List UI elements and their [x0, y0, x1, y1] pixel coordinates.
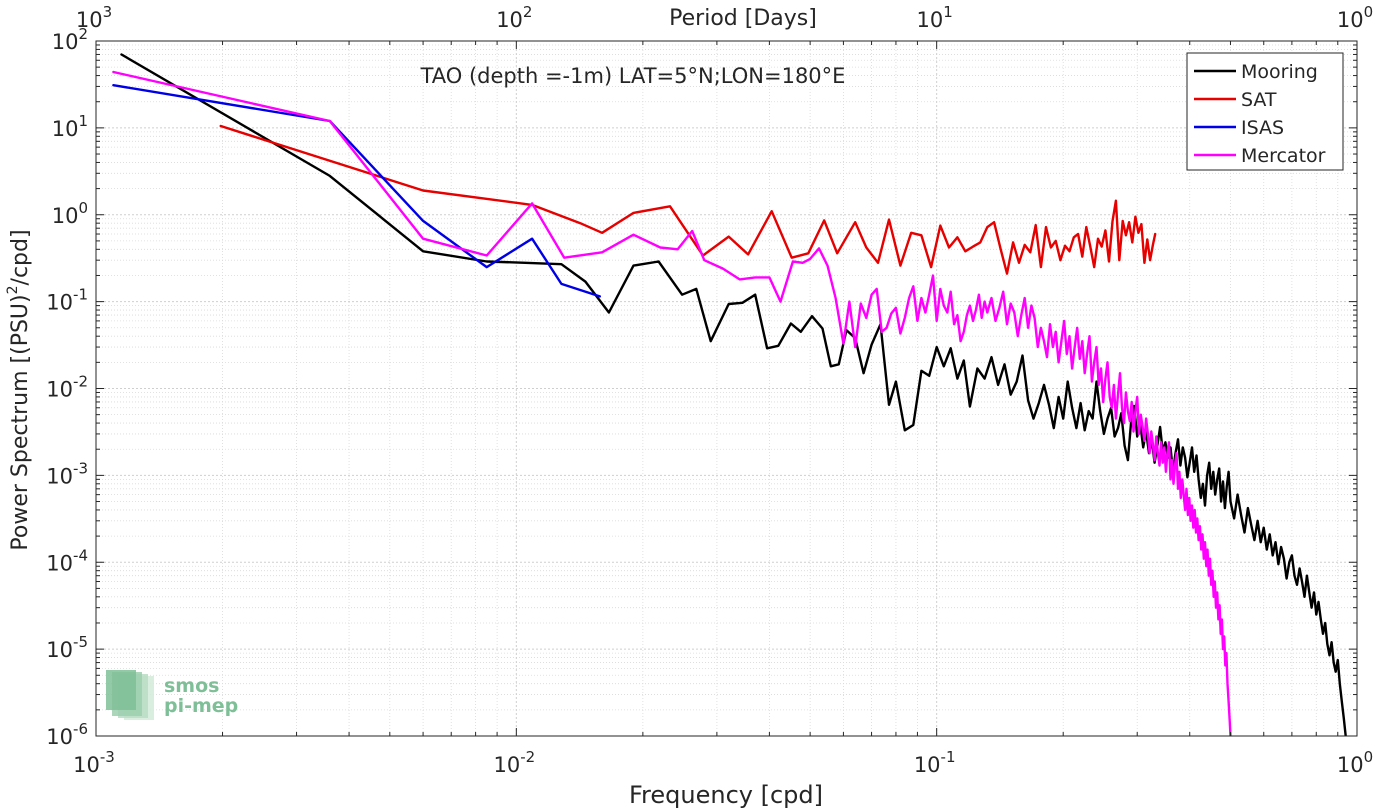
series-line-sat: [219, 124, 1157, 275]
legend-label-mooring: Mooring: [1241, 61, 1318, 83]
y-tick-label: 100: [52, 199, 88, 228]
top-axis-label: Period [Days]: [669, 6, 817, 31]
top-tick-label: 101: [917, 3, 953, 32]
x-tick-labels: 10-3 10-2 10-1 100: [73, 748, 1373, 777]
y-tick-labels: 102 101 100 10-1 10-2 10-3 10-4 10-5 10-6: [46, 25, 88, 749]
legend: Mooring SAT ISAS Mercator: [1186, 52, 1344, 171]
y-axis-label-main: Power Spectrum [(PSU): [8, 294, 33, 550]
x-axis-label: Frequency [cpd]: [629, 781, 823, 809]
x-tick-label: 10-1: [914, 748, 956, 777]
minor-gridlines: [96, 41, 1357, 736]
logo-text-line1: smos: [164, 675, 219, 697]
logo-text-line2: pi-mep: [164, 695, 238, 717]
chart-title: TAO (depth =-1m) LAT=5°N;LON=180°E: [420, 64, 846, 88]
y-axis-label-superscript: 2: [5, 285, 21, 294]
series-line-mercator: [112, 70, 1232, 736]
series-lines: [112, 53, 1347, 736]
legend-label-mercator: Mercator: [1241, 145, 1326, 167]
y-tick-label: 10-3: [46, 459, 88, 488]
y-tick-label: 10-2: [46, 373, 88, 402]
x-tick-label: 100: [1337, 748, 1373, 777]
top-tick-label: 102: [496, 3, 532, 32]
top-tick-labels: 103 102 101 100: [76, 3, 1373, 32]
tick-marks: [95, 40, 1358, 737]
smos-pi-mep-logo: smos pi-mep: [106, 670, 238, 720]
y-tick-label: 10-6: [46, 720, 88, 749]
legend-label-isas: ISAS: [1241, 117, 1284, 139]
top-tick-label: 103: [76, 3, 112, 32]
y-tick-label: 10-5: [46, 633, 88, 662]
y-tick-label: 101: [52, 112, 88, 141]
y-tick-label: 10-4: [46, 546, 88, 575]
plot-area: [96, 41, 1357, 736]
y-tick-label: 10-1: [46, 286, 88, 315]
top-tick-label: 100: [1337, 3, 1373, 32]
x-tick-label: 10-2: [493, 748, 535, 777]
legend-label-sat: SAT: [1241, 89, 1277, 111]
legend-box: [1186, 52, 1344, 171]
x-tick-label: 10-3: [73, 748, 115, 777]
y-axis-label: Power Spectrum [(PSU)2/cpd]: [5, 229, 33, 550]
logo-layer-1: [106, 670, 136, 710]
y-axis-label-tail: /cpd]: [8, 229, 33, 285]
y-tick-label: 102: [52, 25, 88, 54]
